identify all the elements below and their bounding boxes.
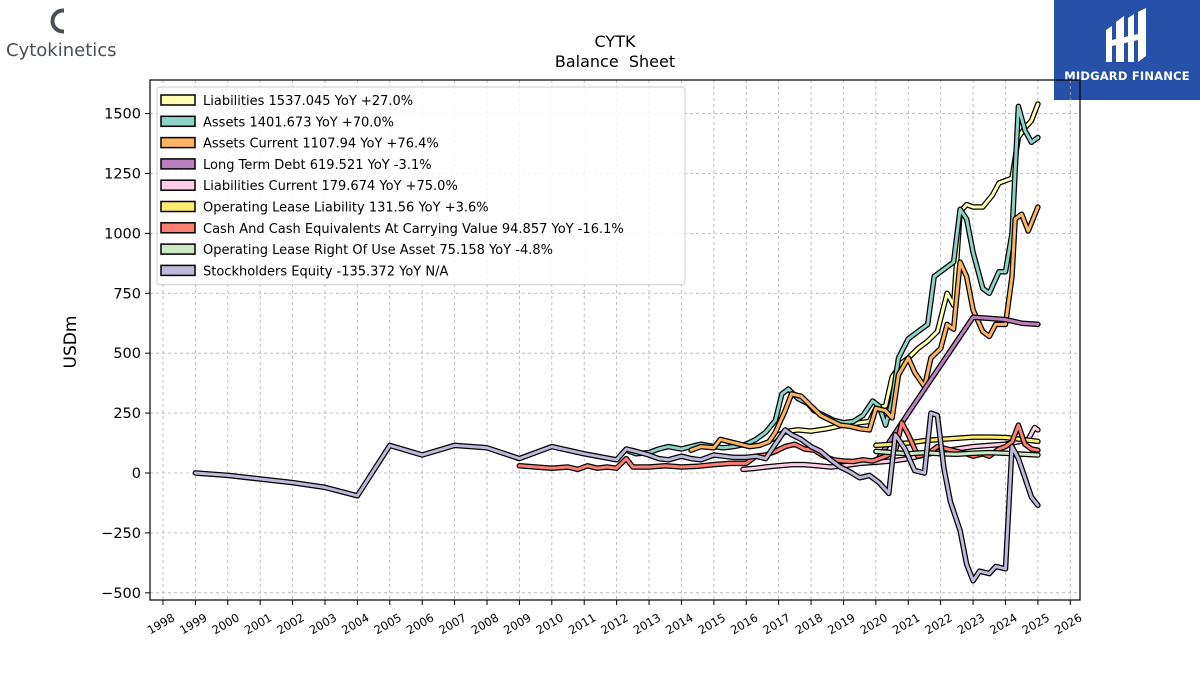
- legend-swatch: [160, 158, 196, 170]
- legend-swatch: [160, 264, 196, 277]
- x-tick-label: 2026: [1052, 610, 1084, 637]
- x-tick-label: 2012: [598, 610, 630, 637]
- x-tick-label: 2004: [339, 610, 371, 637]
- x-tick-label: 2019: [825, 610, 857, 637]
- x-tick-label: 2007: [436, 610, 468, 637]
- legend-label: Long Term Debt 619.521 YoY -3.1%: [203, 158, 432, 173]
- series-outline-assets: [623, 103, 1041, 457]
- y-tick-label: −250: [101, 526, 141, 542]
- x-axis: 1998 1999 2000 2001 2002 2003 2004 2005 2006 2007…: [145, 600, 1084, 637]
- legend-label: Liabilities Current 179.674 YoY +75.0%: [203, 179, 458, 194]
- x-tick-label: 2002: [274, 610, 306, 637]
- x-tick-label: 2001: [242, 610, 274, 637]
- publisher-logo: MIDGARD FINANCE: [1054, 0, 1200, 100]
- legend-label: Stockholders Equity -135.372 YoY N/A: [203, 264, 448, 279]
- y-tick-label: 500: [113, 346, 141, 362]
- legend-label: Assets 1401.673 YoY +70.0%: [203, 115, 394, 130]
- legend-label: Liabilities 1537.045 YoY +27.0%: [203, 94, 413, 109]
- x-tick-label: 2025: [1020, 610, 1052, 637]
- grid: [150, 80, 1080, 600]
- x-tick-label: 2014: [663, 610, 695, 637]
- x-tick-label: 2021: [890, 610, 922, 637]
- x-tick-label: 2009: [501, 610, 533, 637]
- legend-label: Cash And Cash Equivalents At Carrying Va…: [203, 222, 624, 237]
- series-line-stockholders-equity: [193, 411, 1040, 583]
- x-tick-label: 2020: [858, 610, 890, 637]
- legend-swatch: [160, 200, 196, 213]
- chart-title: CYTK: [595, 32, 636, 51]
- chart-subtitle: Balance Sheet: [555, 52, 675, 71]
- x-tick-label: 2005: [372, 610, 404, 637]
- y-tick-label: 1500: [104, 107, 141, 123]
- series-line-assets: [624, 104, 1040, 456]
- publisher-logo-text: MIDGARD FINANCE: [1064, 69, 1190, 83]
- x-tick-label: 2022: [922, 610, 954, 637]
- plot-frame: [149, 79, 1081, 601]
- publisher-mark-icon: [1106, 8, 1146, 62]
- legend: Liabilities 1537.045 YoY +27.0% Assets 14…: [156, 86, 686, 286]
- x-tick-label: 2000: [210, 610, 242, 637]
- y-axis: −500 −250 0 250 500 750 1000 1250 1500: [101, 107, 150, 602]
- legend-swatch: [160, 115, 196, 128]
- x-tick-label: 2018: [793, 610, 825, 637]
- series-line-assets-current: [689, 205, 1040, 452]
- y-tick-label: 750: [113, 286, 141, 302]
- x-tick-label: 1998: [145, 610, 177, 637]
- x-tick-label: 2013: [631, 610, 663, 637]
- x-tick-label: 2003: [307, 610, 339, 637]
- y-tick-label: 0: [132, 466, 141, 482]
- y-tick-label: 1000: [104, 226, 141, 242]
- x-tick-label: 1999: [177, 610, 209, 637]
- legend-swatch: [160, 222, 196, 234]
- x-tick-label: 2010: [534, 610, 566, 637]
- x-tick-label: 2006: [404, 610, 436, 637]
- y-tick-label: 250: [113, 406, 141, 422]
- x-tick-label: 2011: [566, 610, 598, 637]
- company-logo-text: Cytokinetics: [6, 40, 117, 61]
- legend-box: [156, 86, 686, 286]
- legend-label: Assets Current 1107.94 YoY +76.4%: [203, 137, 439, 152]
- x-tick-label: 2015: [696, 610, 728, 637]
- legend-swatch: [160, 179, 196, 191]
- legend-swatch: [160, 94, 196, 106]
- legend-label: Operating Lease Liability 131.56 YoY +3.…: [203, 201, 489, 216]
- y-tick-label: −500: [101, 586, 141, 602]
- legend-swatch: [160, 136, 196, 149]
- x-tick-label: 2017: [760, 610, 792, 637]
- x-tick-label: 2023: [955, 610, 987, 637]
- x-tick-label: 2008: [469, 610, 501, 637]
- series-lines: [192, 101, 1041, 584]
- cytokinetics-logo: Cytokinetics: [4, 4, 134, 64]
- x-tick-label: 2024: [987, 610, 1019, 637]
- legend-label: Operating Lease Right Of Use Asset 75.15…: [203, 243, 553, 258]
- x-tick-label: 2016: [728, 610, 760, 637]
- series-line-liabilities: [770, 102, 1040, 441]
- y-axis-label: USDm: [61, 316, 81, 369]
- y-tick-label: 1250: [104, 166, 141, 182]
- legend-swatch: [160, 243, 196, 255]
